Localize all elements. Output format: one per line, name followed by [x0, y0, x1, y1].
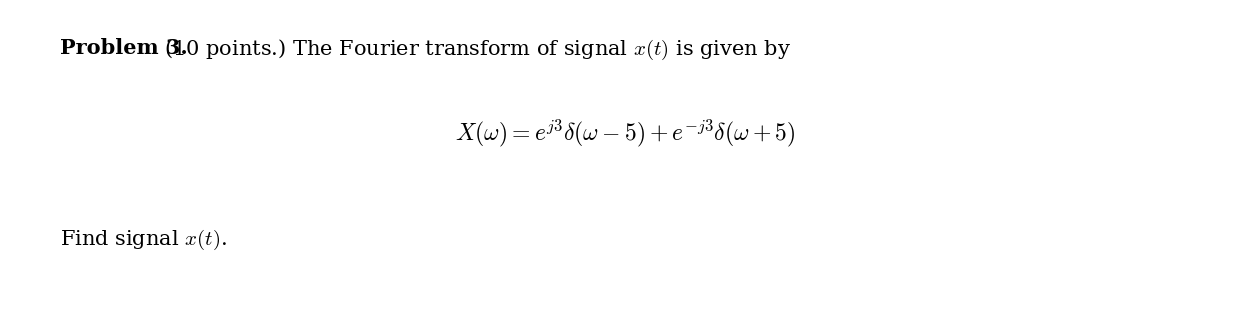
Text: Problem 3.: Problem 3.	[60, 38, 188, 58]
Text: (10 points.) The Fourier transform of signal $x(t)$ is given by: (10 points.) The Fourier transform of si…	[151, 38, 791, 62]
Text: $X(\omega) = e^{j3}\delta(\omega - 5) + e^{-j3}\delta(\omega + 5)$: $X(\omega) = e^{j3}\delta(\omega - 5) + …	[455, 118, 795, 149]
Text: Find signal $x(t)$.: Find signal $x(t)$.	[60, 228, 228, 252]
